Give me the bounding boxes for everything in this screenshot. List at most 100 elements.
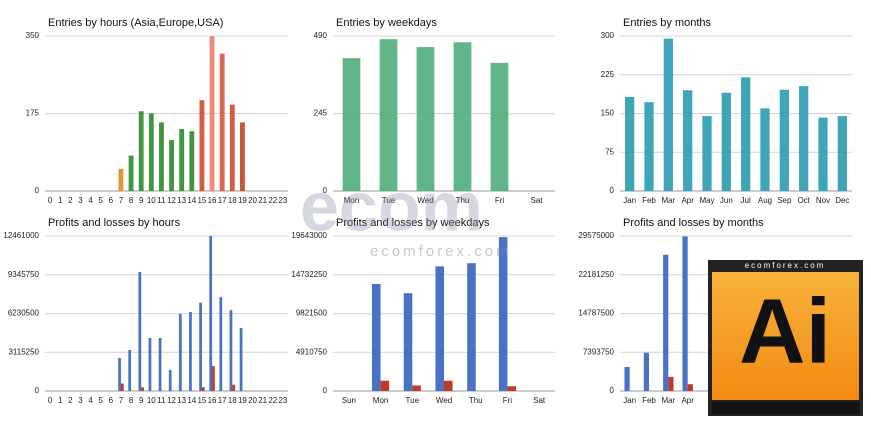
x-tick-label: Jan [623, 196, 636, 205]
bar [467, 263, 476, 391]
bar [128, 155, 134, 191]
bar [379, 39, 398, 191]
bar [624, 366, 630, 391]
x-tick-label: May [699, 196, 714, 205]
x-tick-label: 22 [268, 396, 277, 405]
bar [682, 236, 688, 391]
chart-title: Entries by weekdays [336, 17, 437, 29]
x-tick-label: 5 [98, 196, 103, 205]
x-tick-label: 23 [278, 196, 287, 205]
x-tick-label: Mon [344, 196, 360, 205]
ad-box: ecomforex.com Ai [708, 260, 863, 416]
bar [178, 313, 182, 391]
bar [403, 293, 413, 391]
y-tick-label: 4910750 [296, 347, 328, 356]
bar [240, 122, 245, 191]
bar [412, 385, 421, 391]
bar [169, 140, 174, 191]
bar [663, 254, 669, 391]
bar [138, 111, 144, 191]
x-tick-label: 17 [218, 396, 227, 405]
bar [212, 366, 215, 391]
ad-footer [712, 402, 859, 414]
y-tick-label: 150 [601, 109, 615, 118]
x-tick-label: Feb [642, 196, 656, 205]
y-tick-label: 7393750 [583, 347, 615, 356]
x-tick-label: Tue [406, 396, 420, 405]
x-tick-label: 20 [248, 196, 257, 205]
y-tick-label: 9821500 [296, 309, 328, 318]
bar [342, 58, 361, 192]
x-tick-label: Mar [661, 396, 675, 405]
x-tick-label: 19 [238, 396, 247, 405]
x-tick-label: 3 [78, 196, 83, 205]
bar [148, 338, 152, 391]
bar [199, 302, 202, 391]
x-tick-label: 14 [187, 396, 196, 405]
x-tick-label: 20 [248, 396, 257, 405]
bar [229, 104, 235, 191]
x-tick-label: Apr [681, 196, 694, 205]
y-tick-label: 0 [610, 186, 615, 195]
bar [444, 380, 453, 391]
y-tick-label: 3115250 [8, 347, 39, 356]
x-tick-label: 2 [68, 196, 73, 205]
x-tick-label: 0 [48, 396, 53, 405]
x-tick-label: Sat [530, 196, 543, 205]
chart-title: Profits and losses by months [623, 217, 764, 229]
y-tick-label: 14732250 [291, 270, 327, 279]
ad-background [712, 272, 859, 400]
bar [179, 129, 185, 191]
x-tick-label: 8 [129, 196, 134, 205]
x-tick-label: Sep [777, 196, 792, 205]
bar [209, 236, 213, 391]
x-tick-label: 19 [238, 196, 247, 205]
bar [118, 358, 121, 391]
ad-site: ecomforex.com [745, 261, 826, 270]
y-tick-label: 175 [26, 109, 40, 118]
x-tick-label: 16 [208, 396, 217, 405]
x-tick-label: 6 [109, 396, 114, 405]
bar [209, 36, 215, 191]
chart-title: Entries by hours (Asia,Europe,USA) [48, 17, 223, 29]
y-tick-label: 245 [314, 109, 328, 118]
x-tick-label: 2 [68, 396, 73, 405]
y-tick-label: 12461000 [3, 231, 39, 240]
bar [199, 100, 205, 191]
x-tick-label: Dec [835, 196, 849, 205]
bar [625, 96, 635, 191]
x-tick-label: 16 [208, 196, 217, 205]
y-tick-label: 9345750 [8, 270, 40, 279]
watermark-logo: ecom [300, 167, 483, 245]
x-tick-label: 18 [228, 396, 237, 405]
x-tick-label: 9 [139, 196, 144, 205]
bar [490, 62, 509, 191]
x-tick-label: 15 [197, 396, 206, 405]
bar [372, 284, 381, 391]
y-tick-label: 300 [601, 31, 615, 40]
bar [687, 384, 693, 391]
bar [120, 383, 124, 391]
x-tick-label: Mar [661, 196, 675, 205]
y-tick-label: 22181250 [578, 270, 614, 279]
x-tick-label: Wed [417, 196, 433, 205]
y-tick-label: 29575000 [578, 231, 614, 240]
y-tick-label: 0 [35, 386, 40, 395]
x-tick-label: 15 [197, 196, 206, 205]
x-tick-label: 4 [88, 396, 93, 405]
x-tick-label: 12 [167, 196, 176, 205]
y-tick-label: 75 [605, 147, 614, 156]
x-tick-label: 5 [98, 396, 103, 405]
bar [239, 328, 243, 391]
x-tick-label: 17 [218, 196, 227, 205]
bar [158, 338, 162, 391]
x-tick-label: 7 [119, 396, 124, 405]
x-tick-label: 11 [157, 196, 166, 205]
bar [453, 42, 472, 191]
x-tick-label: 10 [147, 396, 156, 405]
bar [229, 310, 233, 391]
bar [148, 113, 154, 191]
bar [644, 102, 654, 191]
x-tick-label: 9 [139, 396, 144, 405]
